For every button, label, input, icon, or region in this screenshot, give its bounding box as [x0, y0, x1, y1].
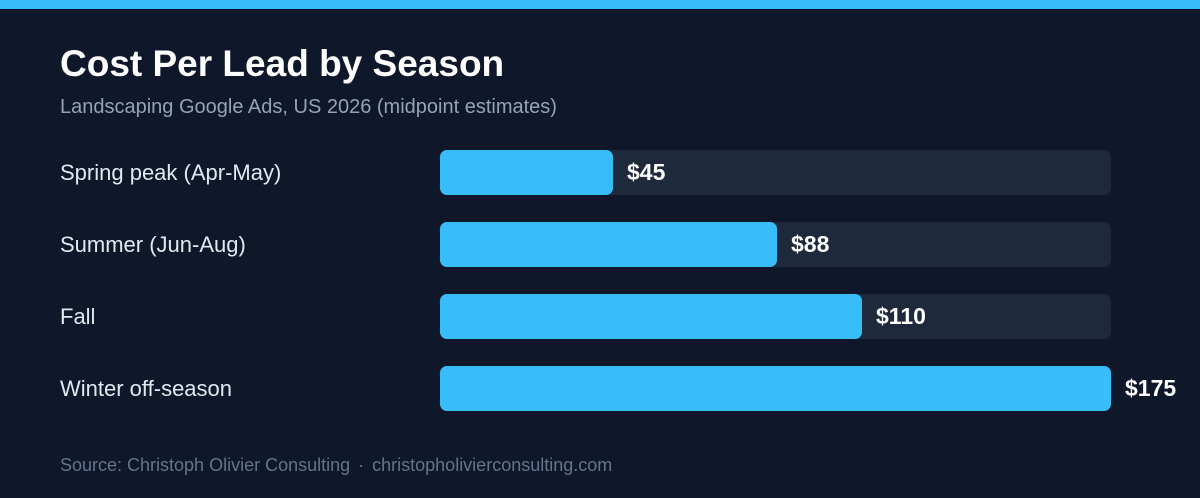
chart-title: Cost Per Lead by Season [60, 43, 505, 84]
source-url: christopholivierconsulting.com [372, 455, 613, 475]
value-label: $110 [876, 303, 926, 329]
top-accent-strip [0, 0, 1200, 9]
source-text: Source: Christoph Olivier Consulting [60, 455, 351, 475]
value-label: $88 [791, 231, 830, 257]
value-label: $45 [627, 159, 666, 185]
source-footer: Source: Christoph Olivier Consulting · chr… [60, 453, 612, 477]
bar-row: Spring peak (Apr-May) $45 [0, 150, 1200, 195]
bar-row: Summer (Jun-Aug) $88 [0, 222, 1200, 267]
category-label: Summer (Jun-Aug) [60, 232, 246, 257]
category-label: Spring peak (Apr-May) [60, 160, 282, 185]
value-label: $175 [1125, 375, 1177, 401]
bar [440, 366, 1111, 411]
category-label: Winter off-season [60, 376, 233, 401]
bar [440, 150, 613, 195]
bar [440, 222, 777, 267]
bar-row: Fall $110 [0, 294, 1200, 339]
chart-subtitle: Landscaping Google Ads, US 2026 (midpoin… [60, 96, 557, 118]
bar-row: Winter off-season $175 [0, 366, 1200, 411]
footer-separator: · [358, 455, 365, 475]
category-label: Fall [60, 304, 96, 329]
bar [440, 294, 862, 339]
